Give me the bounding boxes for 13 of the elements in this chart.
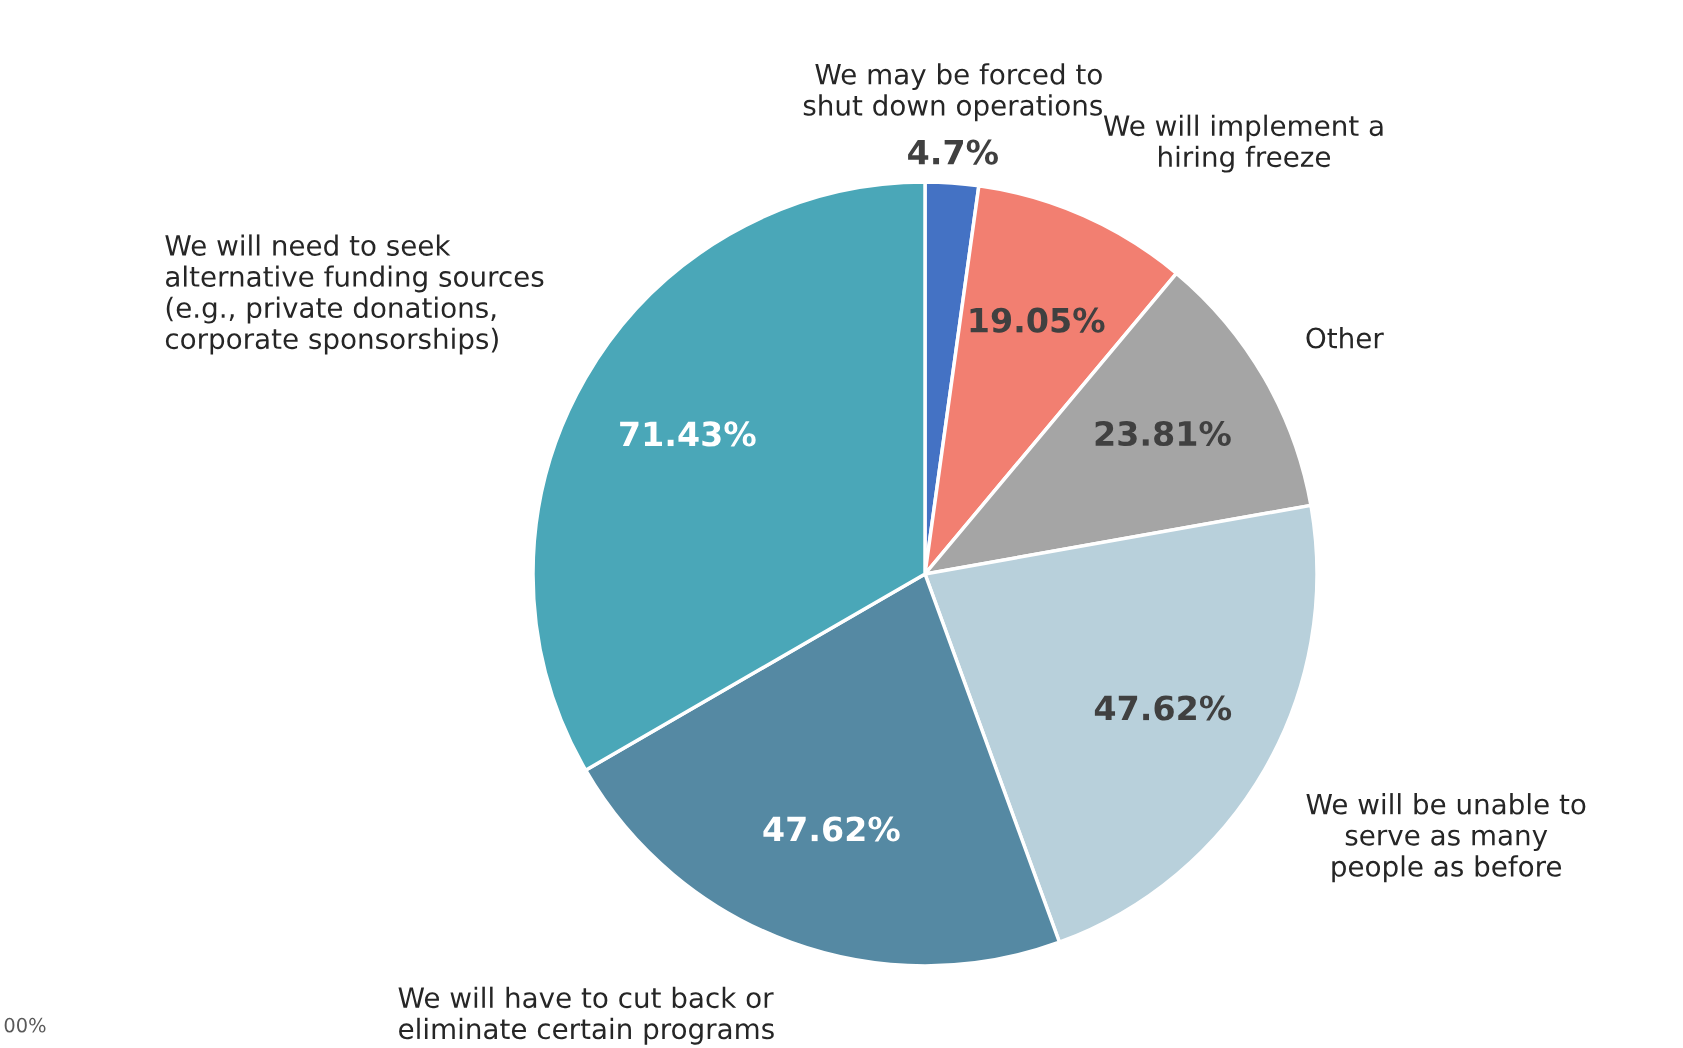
data-label: 19.05% xyxy=(970,307,1105,333)
slice-label: We will implement a hiring freeze xyxy=(1103,114,1383,173)
data-label: 47.62% xyxy=(1094,695,1232,721)
data-label: 71.43% xyxy=(620,421,756,447)
slice-label: We will have to cut back or eliminate certain programs xyxy=(398,986,774,1045)
data-label: 47.62% xyxy=(763,816,900,842)
data-label: 23.81% xyxy=(1095,420,1231,447)
slice-label: Other xyxy=(1306,327,1384,349)
data-label: 4.7% xyxy=(908,139,998,165)
slice-label: We will be unable to serve as many people as before xyxy=(1306,793,1586,883)
slice-label: We may be forced to shut down operations xyxy=(803,63,1102,122)
slice-label: We will need to seek alternative funding sources (e.g., private donations, corporate sponsorships) xyxy=(165,234,544,355)
text: 00% xyxy=(4,1017,46,1033)
